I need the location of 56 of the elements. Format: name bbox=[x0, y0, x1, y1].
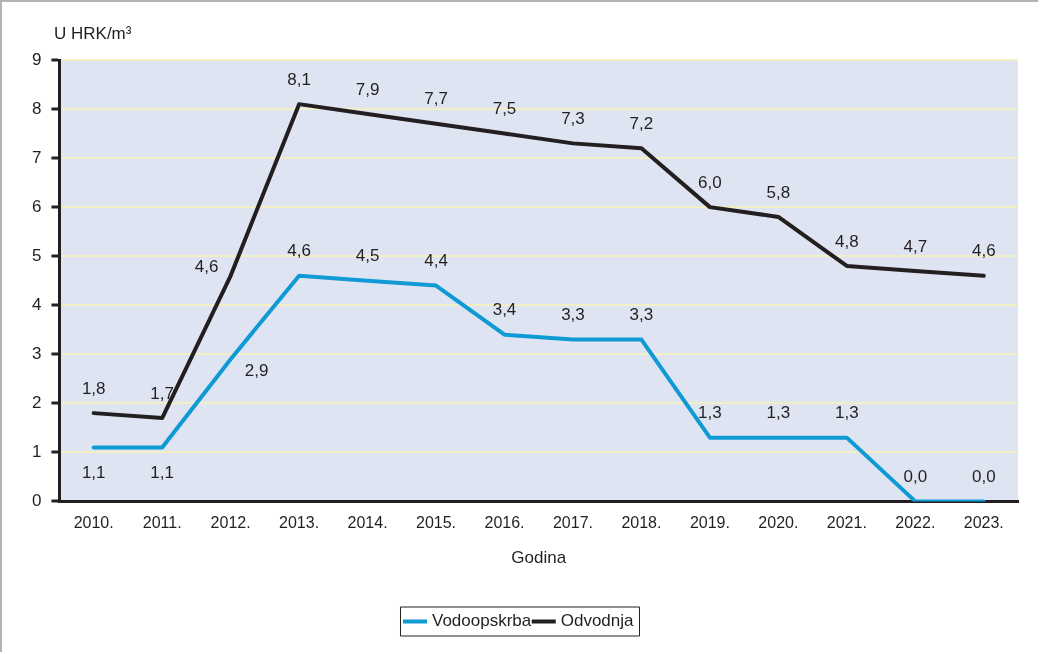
data-label: 3,3 bbox=[629, 305, 654, 325]
data-label: 4,6 bbox=[287, 241, 311, 261]
y-tick-label: 2 bbox=[31, 393, 42, 412]
legend-label: Odvodnja bbox=[560, 611, 635, 631]
y-tick-label: 5 bbox=[31, 245, 42, 265]
data-label: 7,3 bbox=[561, 109, 585, 129]
x-tick-label: 2014. bbox=[347, 514, 388, 532]
data-label: 1,3 bbox=[766, 403, 791, 423]
data-label: 4,5 bbox=[355, 246, 380, 266]
y-tick-label: 3 bbox=[31, 343, 42, 363]
data-label: 4,6 bbox=[194, 257, 219, 277]
x-axis-title: Godina bbox=[511, 548, 567, 568]
x-tick-label: 2023. bbox=[963, 514, 1004, 532]
data-label: 4,8 bbox=[835, 231, 859, 251]
data-label: 8,1 bbox=[287, 69, 311, 89]
y-tick-label: 4 bbox=[31, 294, 42, 314]
x-tick-label: 2011. bbox=[142, 514, 182, 532]
x-tick-label: 2018. bbox=[621, 514, 662, 532]
data-label: 7,5 bbox=[492, 99, 517, 119]
data-label: 5,8 bbox=[766, 182, 791, 202]
y-tick-label: 1 bbox=[31, 442, 42, 462]
x-tick-label: 2019. bbox=[689, 514, 730, 532]
x-tick-label: 2016. bbox=[484, 514, 525, 532]
legend-label: Vodoopskrba bbox=[431, 611, 532, 631]
data-label: 7,9 bbox=[355, 79, 380, 99]
x-tick-label: 2013. bbox=[279, 514, 320, 532]
data-label: 4,4 bbox=[424, 251, 448, 271]
data-label: 1,1 bbox=[81, 463, 106, 483]
x-tick-label: 2022. bbox=[895, 514, 936, 532]
x-tick-label: 2020. bbox=[758, 514, 799, 532]
data-label: 3,3 bbox=[561, 305, 585, 325]
data-label: 7,2 bbox=[629, 113, 654, 133]
data-label: 4,7 bbox=[903, 236, 928, 256]
data-label: 1,1 bbox=[150, 463, 174, 483]
data-label: 1,8 bbox=[81, 378, 106, 398]
data-label: 4,6 bbox=[971, 241, 996, 261]
data-label: 3,4 bbox=[492, 300, 517, 320]
data-label: 6,0 bbox=[698, 172, 722, 192]
y-tick-label: 0 bbox=[31, 491, 42, 511]
y-tick-label: 6 bbox=[31, 196, 42, 216]
x-tick-label: 2021. bbox=[826, 514, 867, 532]
data-label: 7,7 bbox=[424, 89, 448, 109]
data-label: 1,3 bbox=[698, 403, 722, 423]
data-label: 1,3 bbox=[835, 403, 859, 423]
data-label: 2,9 bbox=[244, 360, 269, 380]
data-label: 0,0 bbox=[903, 467, 928, 487]
x-tick-label: 2010. bbox=[73, 514, 114, 532]
y-tick-label: 8 bbox=[31, 98, 42, 118]
y-tick-label: 7 bbox=[31, 147, 42, 167]
data-label: 0,0 bbox=[971, 467, 996, 487]
x-tick-label: 2012. bbox=[210, 514, 251, 532]
data-label: 1,7 bbox=[150, 383, 174, 403]
x-tick-label: 2015. bbox=[416, 514, 457, 532]
y-axis-title: U HRK/m³ bbox=[54, 24, 132, 44]
x-tick-label: 2017. bbox=[552, 514, 593, 532]
y-tick-label: 9 bbox=[31, 49, 42, 69]
